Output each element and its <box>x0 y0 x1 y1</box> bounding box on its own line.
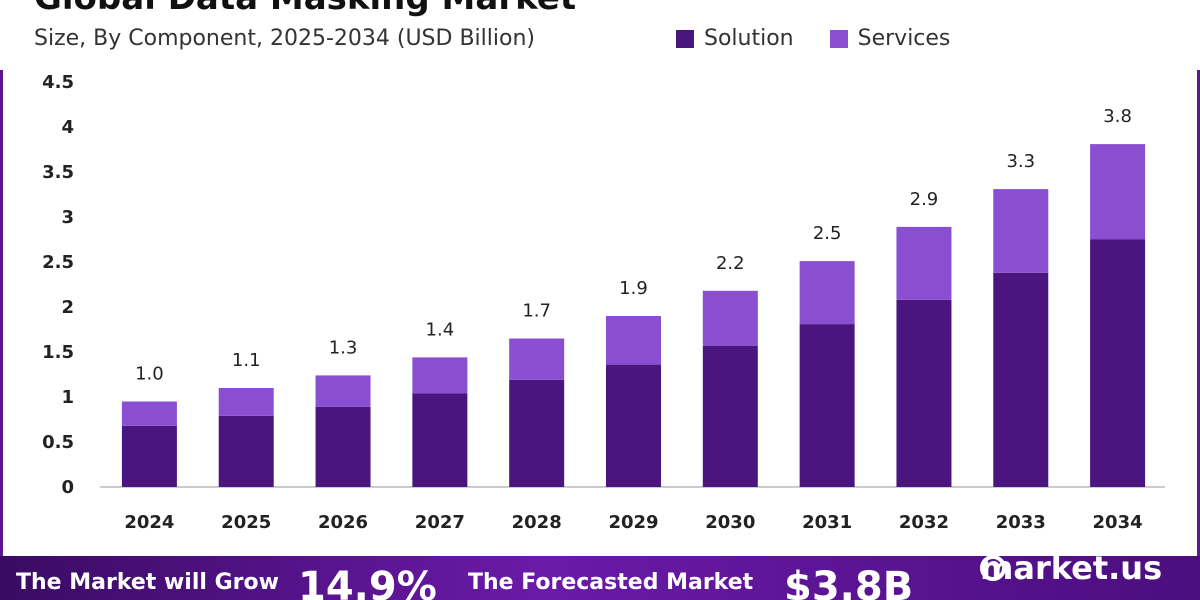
legend-label-solution: Solution <box>704 26 794 51</box>
data-label: 3.8 <box>1103 106 1132 127</box>
bar-solution-2026 <box>315 406 371 487</box>
y-tick-label: 2.5 <box>42 252 74 273</box>
footer-banner: The Market will Grow 14.9% The Forecaste… <box>0 556 1200 600</box>
bar-services-2027 <box>412 357 468 394</box>
footer-cagr: 14.9% <box>298 564 437 600</box>
y-tick-label: 4 <box>61 117 74 138</box>
brand-name: market.us <box>980 556 1163 587</box>
data-label: 2.9 <box>910 189 939 210</box>
legend-item-solution: Solution <box>676 26 794 51</box>
x-tick-label: 2025 <box>221 512 271 533</box>
legend: Solution Services <box>676 26 950 51</box>
chart-frame <box>0 70 1200 556</box>
bar-chart: 0 0.5 1 1.5 2 2.5 3 3.5 4 4.5 1.0 2024 1.1 2025 1.3 202… <box>42 72 1165 533</box>
bar-services-2028 <box>509 338 565 380</box>
bar-services-2024 <box>121 401 177 426</box>
x-tick-label: 2030 <box>705 512 755 533</box>
data-label: 2.2 <box>716 253 745 274</box>
bar-services-2034 <box>1090 144 1146 240</box>
legend-swatch-services <box>829 29 848 48</box>
y-tick-label: 2 <box>61 297 74 318</box>
x-tick-label: 2034 <box>1093 512 1143 533</box>
y-tick-label: 3.5 <box>42 162 74 183</box>
bar-solution-2030 <box>702 345 758 487</box>
x-tick-label: 2027 <box>415 512 465 533</box>
y-tick-label: 1 <box>61 387 74 408</box>
y-tick-label: 1.5 <box>42 342 74 363</box>
y-tick-label: 3 <box>61 207 74 228</box>
bar-solution-2033 <box>993 272 1049 487</box>
bar-solution-2025 <box>218 415 274 487</box>
x-tick-label: 2029 <box>608 512 658 533</box>
legend-item-services: Services <box>829 26 951 51</box>
bar-services-2032 <box>896 226 952 300</box>
data-label: 1.4 <box>426 319 455 340</box>
bar-services-2026 <box>315 375 371 407</box>
footer-forecast-text: The Forecasted Market <box>468 570 754 595</box>
bar-solution-2031 <box>799 324 855 487</box>
brand-logo-icon <box>980 556 1006 581</box>
data-label: 1.0 <box>135 364 164 385</box>
data-label: 1.7 <box>522 301 551 322</box>
x-tick-label: 2024 <box>124 512 174 533</box>
chart-title: Global Data Masking Market <box>34 0 576 18</box>
bar-solution-2029 <box>606 364 661 487</box>
data-label: 1.3 <box>329 337 358 358</box>
data-label: 2.5 <box>813 223 842 244</box>
footer-forecast-value: $3.8B <box>784 564 914 600</box>
bar-solution-2027 <box>412 393 468 487</box>
x-tick-label: 2028 <box>512 512 562 533</box>
y-tick-label: 4.5 <box>42 72 74 93</box>
bar-services-2031 <box>799 261 855 325</box>
x-tick-label: 2031 <box>802 512 852 533</box>
legend-swatch-solution <box>676 29 694 48</box>
x-tick-label: 2032 <box>899 512 949 533</box>
bar-services-2029 <box>606 316 661 365</box>
bar-services-2025 <box>218 388 274 416</box>
bar-services-2030 <box>702 290 758 346</box>
chart-subtitle: Size, By Component, 2025-2034 (USD Billi… <box>34 26 535 51</box>
data-label: 1.9 <box>619 278 648 299</box>
y-tick-label: 0.5 <box>42 432 74 453</box>
bar-solution-2028 <box>509 379 565 487</box>
data-label: 3.3 <box>1006 151 1035 172</box>
data-label: 1.1 <box>232 350 261 371</box>
x-tick-label: 2026 <box>318 512 368 533</box>
bar-solution-2032 <box>896 299 952 487</box>
x-tick-label: 2033 <box>996 512 1046 533</box>
footer-grow-text: The Market will Grow <box>16 570 279 595</box>
y-tick-label: 0 <box>61 477 74 498</box>
legend-label-services: Services <box>857 26 951 51</box>
bar-solution-2034 <box>1090 239 1146 487</box>
bar-services-2033 <box>993 189 1049 273</box>
bar-solution-2024 <box>121 425 177 487</box>
